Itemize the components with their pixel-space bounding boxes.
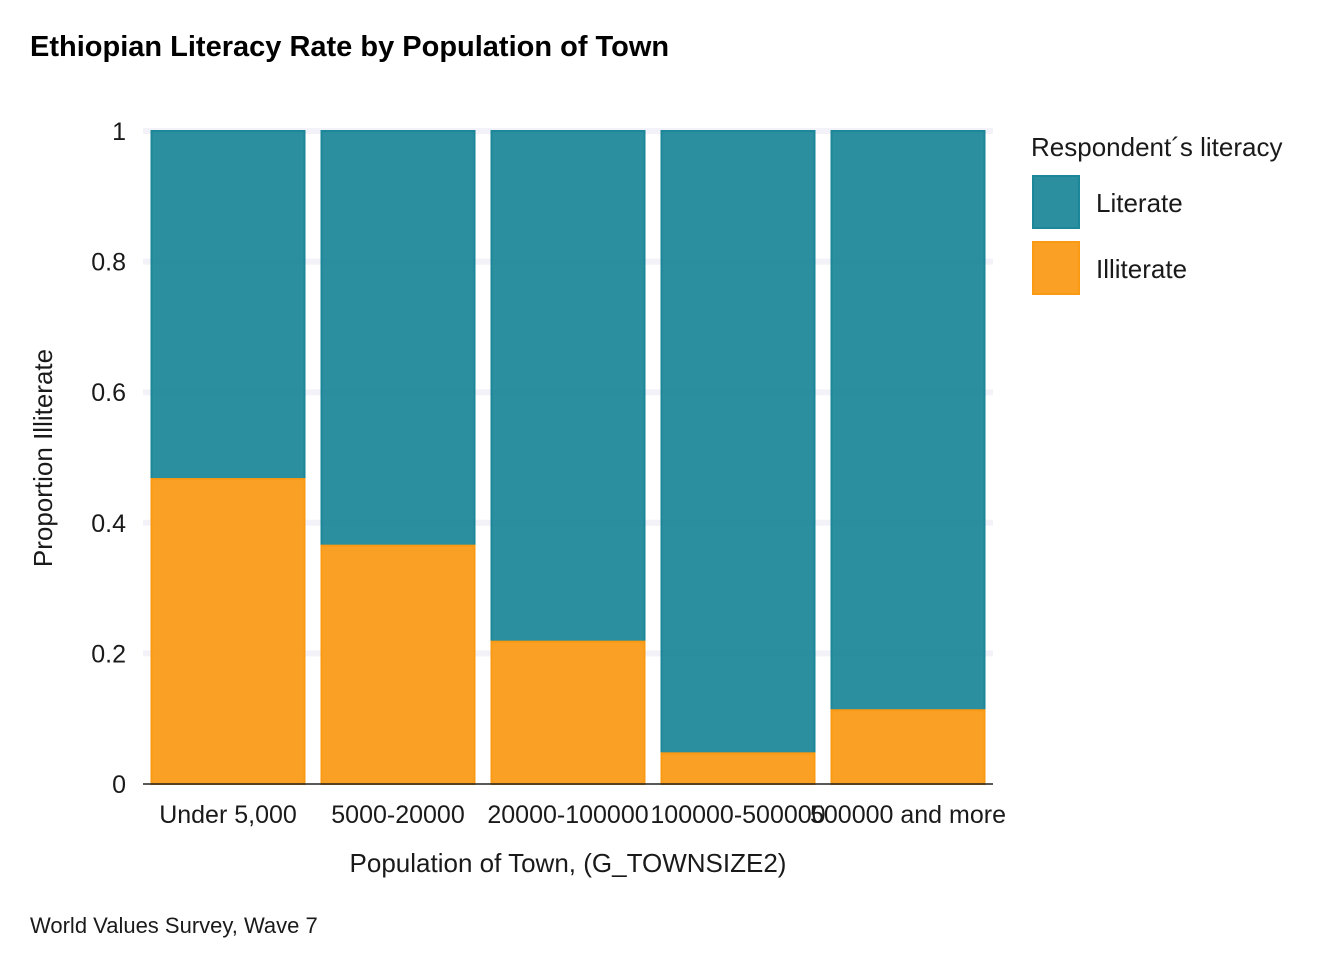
x-tick-label: Under 5,000 [159, 801, 297, 829]
bar-literate [320, 130, 476, 547]
y-tick-label: 1 [112, 118, 126, 146]
y-tick-label: 0.8 [91, 249, 126, 277]
x-tick-label: 100000-500000 [650, 801, 825, 829]
bar-literate [830, 130, 986, 712]
bar-illiterate [660, 752, 816, 786]
bar-literate [490, 130, 646, 643]
y-tick-label: 0.4 [91, 510, 126, 538]
legend-label: Illiterate [1096, 254, 1187, 284]
bar-literate [150, 130, 306, 481]
y-axis-title: Proportion Illiterate [28, 349, 58, 567]
y-tick-label: 0 [112, 771, 126, 799]
x-tick-label: 5000-20000 [331, 801, 464, 829]
legend-swatch [1032, 175, 1080, 229]
x-tick-label: 500000 and more [810, 801, 1006, 829]
chart-title: Ethiopian Literacy Rate by Population of… [30, 31, 669, 63]
legend-label: Literate [1096, 188, 1183, 218]
y-tick-label: 0.2 [91, 640, 126, 668]
bar-illiterate [150, 478, 306, 785]
x-axis-ticks: Under 5,000 5000-20000 20000-100000 100000-… [159, 801, 1006, 829]
caption: World Values Survey, Wave 7 [30, 913, 318, 938]
legend-title: Respondent´s literacy [1031, 132, 1282, 162]
bar-illiterate [320, 544, 476, 786]
bar-illiterate [490, 640, 646, 785]
x-tick-label: 20000-100000 [487, 801, 648, 829]
y-tick-label: 0.6 [91, 379, 126, 407]
bar-literate [660, 130, 816, 755]
x-axis-title: Population of Town, (G_TOWNSIZE2) [350, 848, 787, 878]
legend-swatch [1032, 241, 1080, 295]
legend: Respondent´s literacy Literate Illiterate [1031, 132, 1282, 295]
bar-illiterate [830, 709, 986, 785]
y-axis-ticks: 0 0.2 0.4 0.6 0.8 1 [91, 118, 126, 799]
bars [150, 130, 986, 786]
